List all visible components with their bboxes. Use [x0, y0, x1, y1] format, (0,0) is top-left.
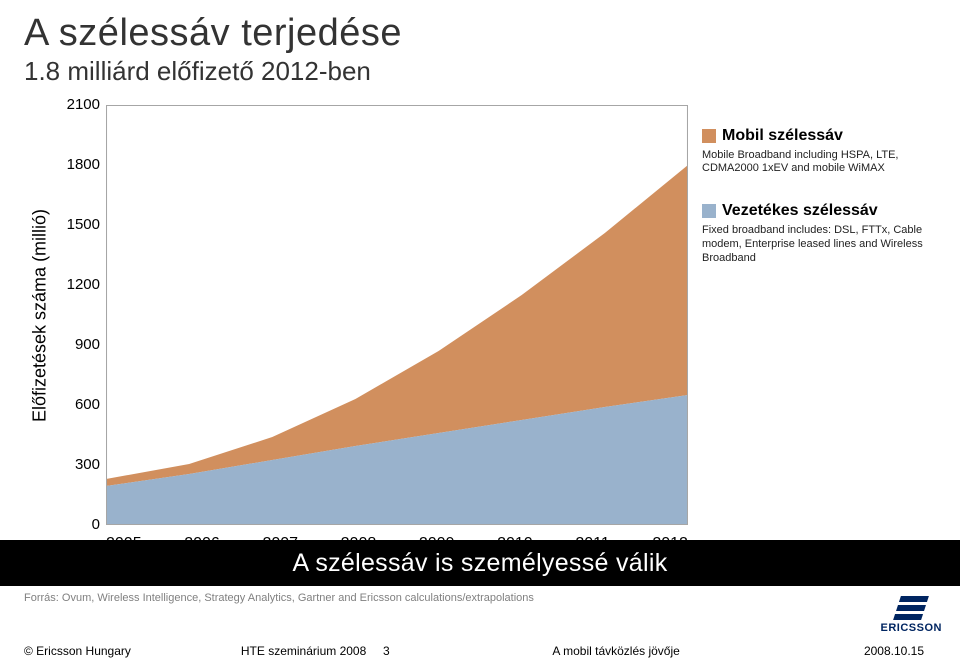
area-chart-svg	[106, 105, 688, 525]
legend-swatch-fixed	[702, 204, 716, 218]
footer-talk-title: A mobil távközlés jövője	[552, 644, 864, 658]
legend-item-fixed: Vezetékes szélessáv Fixed broadband incl…	[702, 202, 926, 265]
footer-event: HTE szeminárium 2008	[241, 644, 366, 658]
y-axis-label: Előfizetések száma (millió)	[24, 105, 52, 525]
footer-page-number: 3	[383, 644, 390, 658]
ericsson-logo: ERICSSON	[881, 596, 942, 634]
highlight-banner: A szélessáv is személyessé válik	[0, 540, 960, 586]
source-citation: Forrás: Ovum, Wireless Intelligence, Str…	[24, 592, 534, 604]
slide: A szélessáv terjedése 1.8 milliárd előfi…	[0, 0, 960, 666]
ytick: 1500	[67, 216, 100, 233]
ytick: 900	[75, 336, 100, 353]
ytick: 1800	[67, 156, 100, 173]
legend-swatch-mobile	[702, 129, 716, 143]
footer-copyright: © Ericsson Hungary	[24, 644, 131, 658]
ytick: 600	[75, 396, 100, 413]
ytick: 0	[92, 516, 100, 533]
legend-desc-fixed: Fixed broadband includes: DSL, FTTx, Cab…	[702, 224, 926, 265]
ytick: 300	[75, 456, 100, 473]
chart-plot	[106, 105, 688, 525]
ytick: 2100	[67, 96, 100, 113]
slide-footer: © Ericsson Hungary HTE szeminárium 2008 …	[0, 636, 960, 666]
slide-title: A szélessáv terjedése	[24, 12, 936, 56]
legend-title-mobile: Mobil szélessáv	[722, 127, 843, 145]
ericsson-logo-text: ERICSSON	[881, 622, 942, 634]
footer-date: 2008.10.15	[864, 644, 936, 658]
chart-legend: Mobil szélessáv Mobile Broadband includi…	[688, 105, 936, 525]
slide-subtitle: 1.8 milliárd előfizető 2012-ben	[24, 56, 936, 87]
chart-region: Előfizetések száma (millió) 2100 1800 15…	[24, 105, 936, 525]
y-axis-ticks: 2100 1800 1500 1200 900 600 300 0	[52, 105, 106, 525]
legend-item-mobile: Mobil szélessáv Mobile Broadband includi…	[702, 127, 926, 177]
legend-title-fixed: Vezetékes szélessáv	[722, 202, 878, 220]
ytick: 1200	[67, 276, 100, 293]
ericsson-bars-icon	[893, 596, 929, 620]
legend-desc-mobile: Mobile Broadband including HSPA, LTE, CD…	[702, 149, 926, 177]
